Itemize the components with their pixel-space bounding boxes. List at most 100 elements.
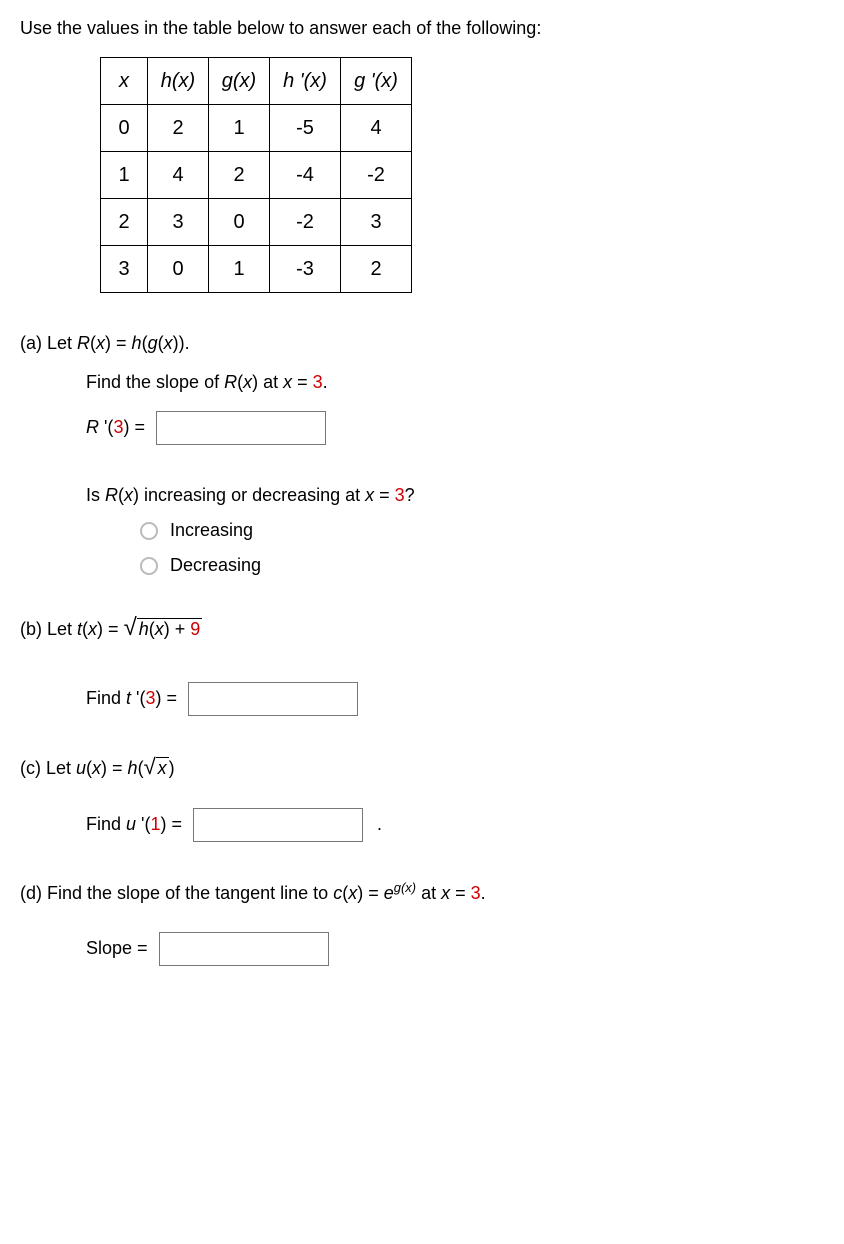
- cell-gp: 2: [341, 246, 412, 293]
- radio-increasing-row: Increasing: [140, 520, 824, 541]
- var-x: x: [96, 333, 105, 353]
- fn-t: t: [77, 619, 82, 639]
- table-row: 3 0 1 -3 2: [101, 246, 412, 293]
- cell-h: 4: [148, 152, 209, 199]
- cell-x: 1: [101, 152, 148, 199]
- close-eq: ) =: [123, 417, 150, 437]
- text: =: [292, 372, 313, 392]
- cell-gp: 3: [341, 199, 412, 246]
- part-b-answer: Find t '(3) =: [86, 682, 824, 716]
- part-b-label: (b) Let: [20, 619, 77, 639]
- cell-h: 3: [148, 199, 209, 246]
- radio-decreasing-label: Decreasing: [170, 555, 261, 576]
- fn-g: g: [148, 333, 158, 353]
- fn-h: h: [139, 619, 149, 639]
- table-row: 2 3 0 -2 3: [101, 199, 412, 246]
- var-x: x: [156, 757, 169, 779]
- var-x: x: [283, 372, 292, 392]
- var-x: x: [92, 758, 101, 778]
- data-table: x h(x) g(x) h '(x) g '(x) 0 2 1 -5 4 1 4…: [100, 57, 412, 293]
- value-3: 3: [113, 417, 123, 437]
- cell-x: 2: [101, 199, 148, 246]
- cell-hp: -5: [270, 105, 341, 152]
- var-x: x: [365, 485, 374, 505]
- cell-g: 1: [209, 105, 270, 152]
- part-c-label: (c) Let: [20, 758, 76, 778]
- find-text: Find: [86, 688, 126, 708]
- uprime1-input[interactable]: [193, 808, 363, 842]
- fn-u: u: [76, 758, 86, 778]
- data-table-wrap: x h(x) g(x) h '(x) g '(x) 0 2 1 -5 4 1 4…: [100, 57, 824, 293]
- slope-input[interactable]: [159, 932, 329, 966]
- var-x: x: [348, 883, 357, 903]
- eq: =: [103, 619, 124, 639]
- part-d-label: (d) Find the slope of the tangent line t…: [20, 883, 333, 903]
- table-row: 0 2 1 -5 4: [101, 105, 412, 152]
- part-a-definition: (a) Let R(x) = h(g(x)).: [20, 333, 824, 354]
- part-a-answer1: R '(3) =: [86, 411, 824, 445]
- cell-h: 2: [148, 105, 209, 152]
- part-c-answer: Find u '(1) = .: [86, 808, 824, 842]
- header-hprime: h '(x): [270, 58, 341, 105]
- dot: .: [323, 372, 328, 392]
- fn-t: t: [126, 688, 136, 708]
- value-3: 3: [145, 688, 155, 708]
- text: Find the slope of: [86, 372, 224, 392]
- value-3: 3: [395, 485, 405, 505]
- var-x: x: [243, 372, 252, 392]
- var-x: x: [441, 883, 450, 903]
- radio-decreasing[interactable]: [140, 557, 158, 575]
- part-a-label: (a) Let: [20, 333, 77, 353]
- var-x: x: [155, 619, 164, 639]
- fn-u: u: [126, 814, 141, 834]
- eq: =: [450, 883, 471, 903]
- header-h: h(x): [148, 58, 209, 105]
- tprime3-input[interactable]: [188, 682, 358, 716]
- part-b: (b) Let t(x) = √h(x) + 9 Find t '(3) =: [20, 614, 824, 716]
- cell-x: 3: [101, 246, 148, 293]
- radio-increasing[interactable]: [140, 522, 158, 540]
- fn-R: R: [105, 485, 118, 505]
- dot: .: [481, 883, 486, 903]
- part-c: (c) Let u(x) = h(√x) Find u '(1) = .: [20, 754, 824, 842]
- fn-g-sup: g: [394, 880, 401, 895]
- part-b-definition: (b) Let t(x) = √h(x) + 9: [20, 614, 824, 642]
- value-9: 9: [190, 619, 200, 639]
- fn-c: c: [333, 883, 342, 903]
- close-eq: ) =: [156, 688, 183, 708]
- find-text: Find: [86, 814, 126, 834]
- prompt-text: Use the values in the table below to ans…: [20, 18, 824, 39]
- text: increasing or decreasing at: [139, 485, 365, 505]
- table-row: 1 4 2 -4 -2: [101, 152, 412, 199]
- table-header-row: x h(x) g(x) h '(x) g '(x): [101, 58, 412, 105]
- close-eq: ) =: [161, 814, 188, 834]
- text: at: [258, 372, 283, 392]
- cell-hp: -4: [270, 152, 341, 199]
- eq: =: [111, 333, 132, 353]
- fn-R: R: [86, 417, 104, 437]
- var-x: x: [164, 333, 173, 353]
- var-x: x: [88, 619, 97, 639]
- slope-label: Slope =: [86, 938, 153, 958]
- fn-h: h: [132, 333, 142, 353]
- cell-g: 1: [209, 246, 270, 293]
- text: =: [374, 485, 395, 505]
- value-1: 1: [150, 814, 160, 834]
- cell-hp: -2: [270, 199, 341, 246]
- fn-h: h: [128, 758, 138, 778]
- part-d: (d) Find the slope of the tangent line t…: [20, 880, 824, 966]
- part-a-question1: Find the slope of R(x) at x = 3.: [86, 372, 824, 393]
- cell-g: 2: [209, 152, 270, 199]
- var-x: x: [124, 485, 133, 505]
- cell-g: 0: [209, 199, 270, 246]
- eq: =: [363, 883, 384, 903]
- header-g: g(x): [209, 58, 270, 105]
- plus: +: [170, 619, 191, 639]
- part-c-definition: (c) Let u(x) = h(√x): [20, 754, 824, 780]
- part-d-question: (d) Find the slope of the tangent line t…: [20, 880, 824, 904]
- value-3: 3: [313, 372, 323, 392]
- radio-decreasing-row: Decreasing: [140, 555, 824, 576]
- part-a-question2: Is R(x) increasing or decreasing at x = …: [86, 485, 824, 506]
- at-text: at: [416, 883, 441, 903]
- rprime3-input[interactable]: [156, 411, 326, 445]
